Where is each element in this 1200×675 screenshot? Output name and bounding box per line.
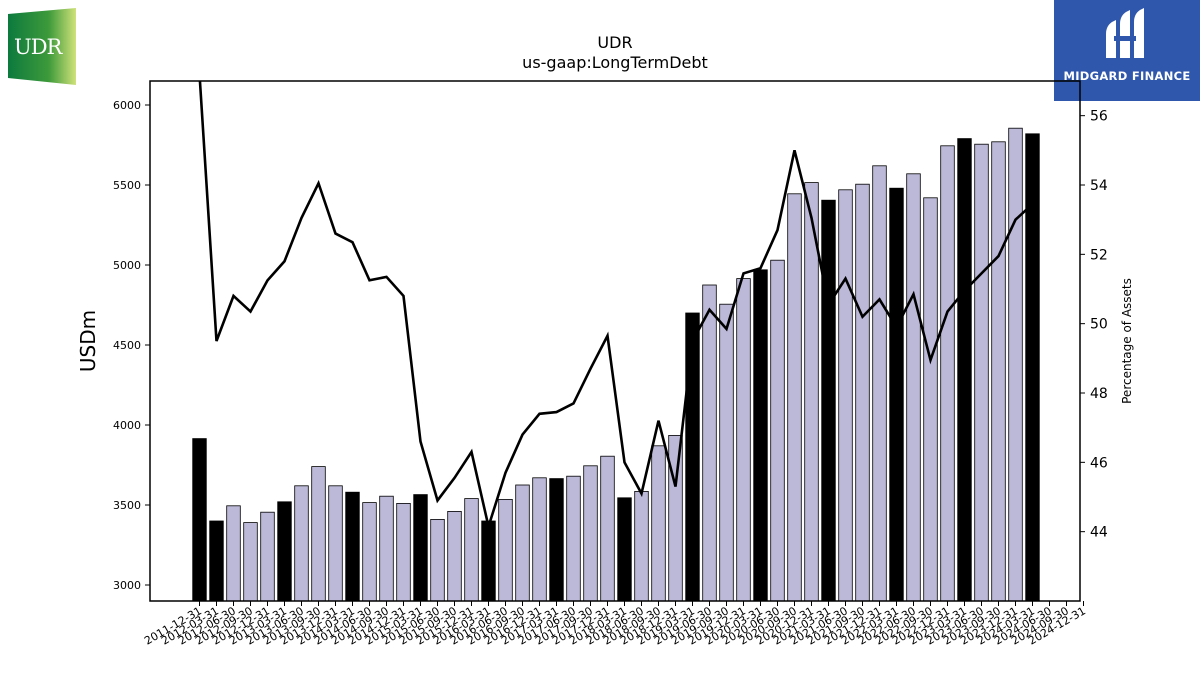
bar: [481, 520, 496, 602]
bar: [940, 145, 955, 602]
udr-logo-mark: [8, 8, 76, 85]
percentage-line: [198, 81, 1034, 532]
bar: [328, 485, 343, 602]
bar: [345, 491, 360, 602]
bar: [991, 141, 1006, 602]
bar: [957, 138, 972, 602]
midgard-logo-mark: [1106, 8, 1144, 58]
bar: [413, 494, 428, 602]
bar: [464, 498, 479, 602]
bar: [498, 498, 513, 602]
y-tick-label: 6000: [113, 99, 141, 112]
x-axis: 2011-12-312012-03-312012-06-302012-09-30…: [142, 601, 1088, 648]
bar: [260, 511, 275, 602]
bar: [872, 165, 887, 602]
bar: [447, 510, 462, 602]
y-tick-label: 5000: [113, 259, 141, 272]
bar: [685, 312, 700, 602]
y2-tick-label: 56: [1090, 109, 1108, 125]
bar: [430, 519, 445, 602]
bar: [974, 143, 989, 602]
bar: [532, 477, 547, 602]
bar: [243, 522, 258, 602]
y-tick-label: 3500: [113, 499, 141, 512]
bar: [294, 485, 309, 602]
udr-logo-text: UDR: [14, 35, 62, 59]
plot-frame: [149, 80, 1081, 602]
bar: [906, 173, 921, 602]
bar: [617, 497, 632, 602]
bar: [362, 502, 377, 602]
y-axis-label: USDm: [76, 310, 100, 372]
bar: [787, 193, 802, 602]
bar: [600, 455, 615, 602]
bar: [1008, 127, 1023, 602]
y2-tick-label: 52: [1090, 247, 1108, 263]
y2-tick-label: 54: [1090, 178, 1108, 194]
bar: [379, 495, 394, 602]
y-tick-label: 4000: [113, 419, 141, 432]
y-tick-label: 4500: [113, 339, 141, 352]
chart-title: UDR: [597, 33, 632, 52]
chart-subtitle: us-gaap:LongTermDebt: [522, 53, 708, 72]
bar: [889, 187, 904, 602]
bar: [753, 269, 768, 602]
bar: [651, 445, 666, 602]
y-tick-label: 3000: [113, 579, 141, 592]
bar: [209, 520, 224, 602]
midgard-logo-text: MIDGARD FINANCE: [1063, 69, 1191, 83]
bar: [821, 199, 836, 602]
bar: [226, 505, 241, 602]
y2-axis-label: Percentage of Assets: [1120, 278, 1134, 404]
bar: [770, 259, 785, 602]
y2-axis: 44 46 48 50 52 54 56: [1080, 109, 1108, 541]
y2-tick-label: 50: [1090, 317, 1108, 333]
bar: [923, 197, 938, 602]
bar: [583, 465, 598, 602]
bar: [566, 475, 581, 602]
bar: [736, 278, 751, 602]
bars-group: [192, 127, 1040, 602]
bar: [515, 484, 530, 602]
line-group: [198, 81, 1034, 532]
bar: [311, 466, 326, 602]
bar: [702, 284, 717, 602]
bar: [668, 434, 683, 602]
y-tick-label: 5500: [113, 179, 141, 192]
y2-tick-label: 48: [1090, 386, 1108, 402]
midgard-finance-logo: MIDGARD FINANCE: [1054, 0, 1200, 101]
bar: [838, 189, 853, 602]
bar: [1025, 133, 1040, 602]
bar: [719, 303, 734, 602]
bar: [855, 183, 870, 602]
bar: [396, 502, 411, 602]
y-axis: 3000 3500 4000 4500 5000 5500 6000: [113, 99, 150, 592]
udr-logo: UDR: [8, 8, 76, 85]
bar: [192, 438, 207, 602]
bar: [634, 490, 649, 602]
y2-tick-label: 44: [1090, 525, 1108, 541]
y2-tick-label: 46: [1090, 455, 1108, 471]
bar: [549, 478, 564, 602]
bar: [277, 501, 292, 602]
